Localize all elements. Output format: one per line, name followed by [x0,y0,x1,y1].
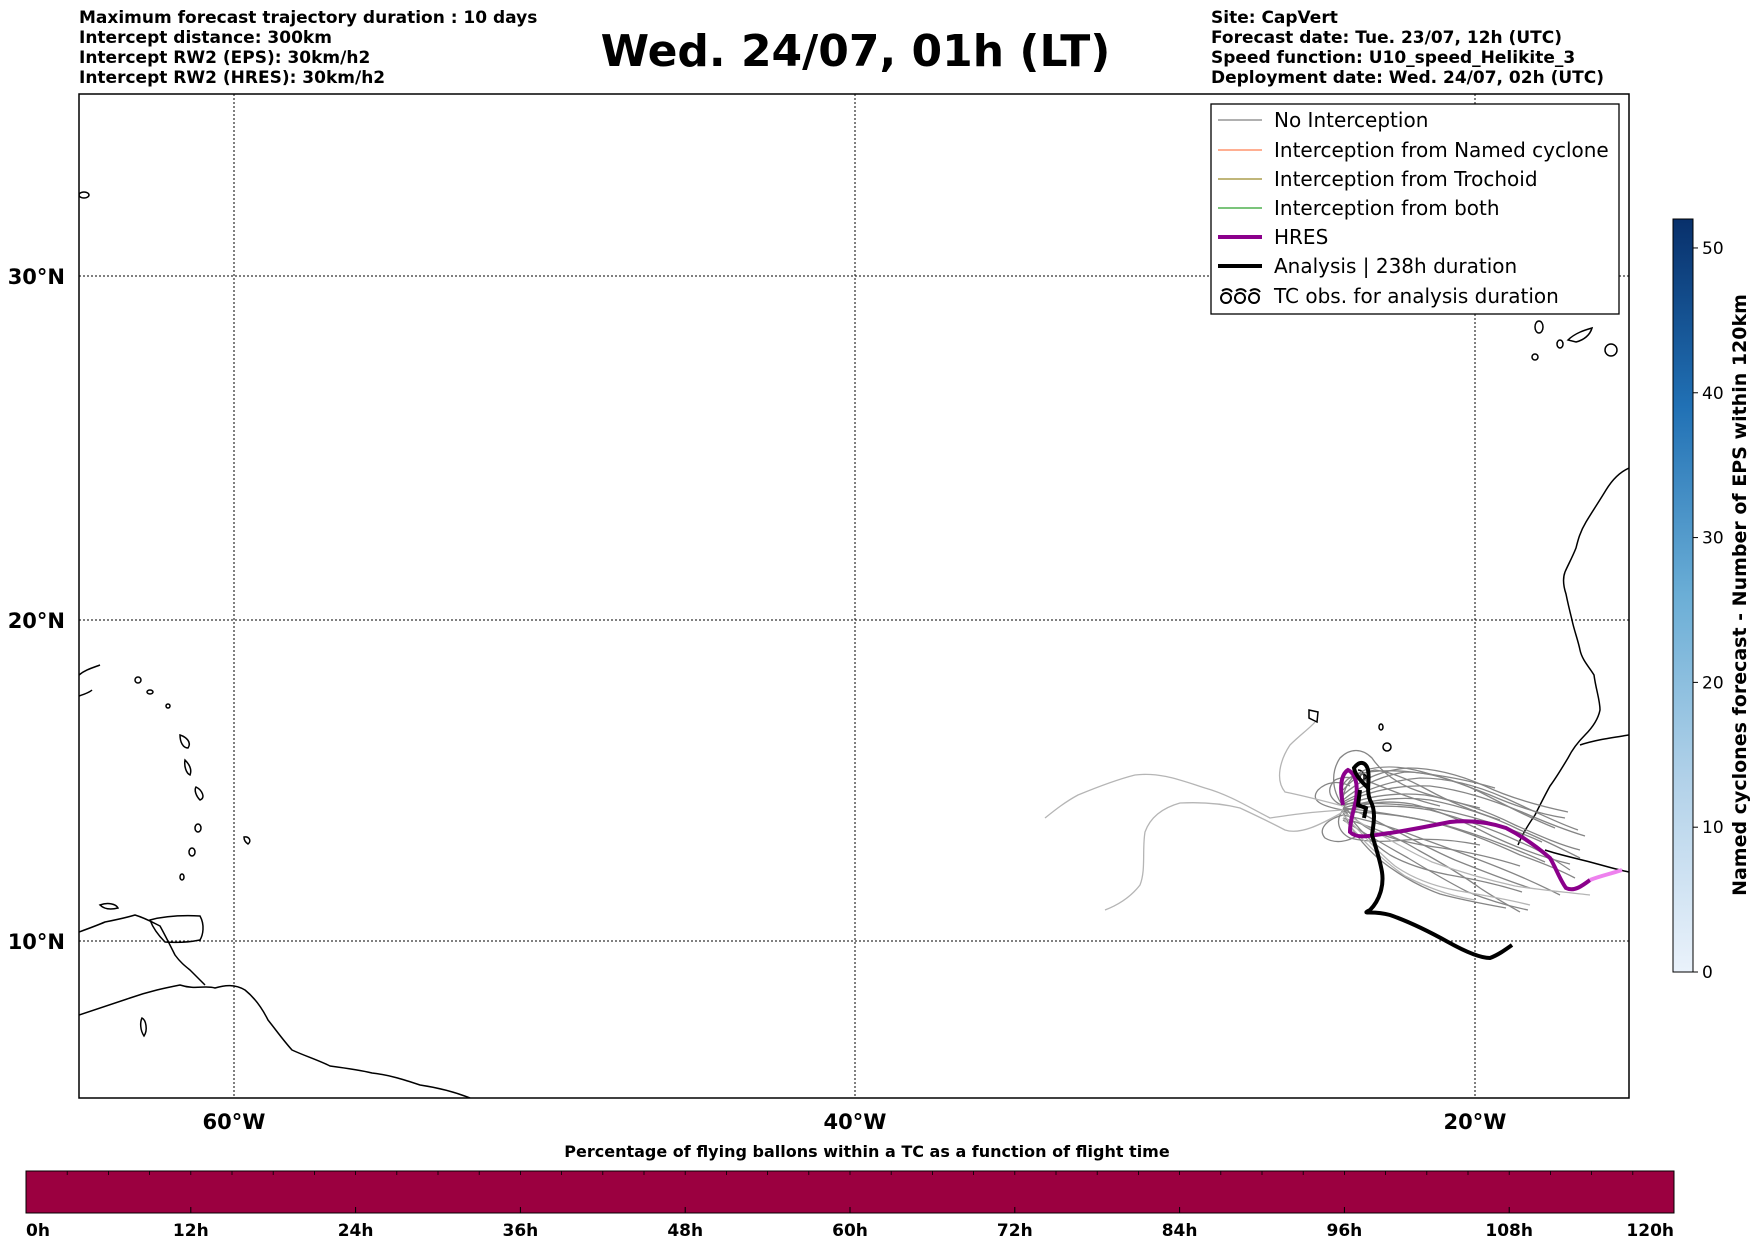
legend-label: Interception from Named cyclone [1274,138,1609,162]
legend-item-tc-obs: TC obs. for analysis duration [1220,284,1559,308]
colorbar-right-tick-label: 20 [1702,673,1724,693]
island-antilles-6 [179,873,185,881]
coastlines [79,467,1629,1098]
coast-pr-south [79,689,93,697]
coast-south-america [79,984,471,1098]
colorbar-right-gradient [1672,218,1694,973]
island-barbados [243,836,251,845]
colorbar-bottom-tick-label: 0h [26,1221,50,1241]
island-antilles-3 [194,786,204,801]
colorbar-bottom-ticks: 0h 12h 24h 36h 48h 60h 72h 84h 96h 108h 120h [25,1171,1675,1241]
info-max-duration: Maximum forecast trajectory duration : 1… [79,8,538,28]
island-cape-verde-1 [1308,709,1319,724]
colorbar-right-tick-label: 50 [1702,239,1724,259]
colorbar-right-label: Named cyclones forecast - Number of EPS … [1729,294,1751,896]
info-forecast-date: Forecast date: Tue. 23/07, 12h (UTC) [1211,28,1562,48]
legend-item-analysis: Analysis | 238h duration [1218,254,1517,278]
colorbar-right-tick-label: 10 [1702,818,1724,838]
colorbar-bottom-title: Percentage of flying ballons within a TC… [564,1142,1170,1161]
lat-label-20n: 20°N [8,609,65,633]
island-antilles-2 [184,758,192,777]
info-intercept-distance: Intercept distance: 300km [79,28,332,48]
analysis-trajectory [1351,761,1514,961]
colorbar-bottom-fill [26,1171,1674,1213]
colorbar-right: 0 10 20 30 40 50 Named cyclones forecast - Nu… [1672,218,1751,983]
lat-label-10n: 10°N [8,930,65,954]
island-antilles-5 [188,847,196,857]
colorbar-bottom-tick-label: 96h [1327,1221,1363,1241]
colorbar-right-ticks: 0 10 20 30 40 50 [1693,239,1724,983]
legend-label: Interception from Trochoid [1274,167,1538,191]
legend-label: HRES [1274,225,1328,249]
island-anguilla [146,689,154,695]
header-info-right: Site: CapVert Forecast date: Tue. 23/07,… [1211,8,1604,88]
legend-box [1210,103,1620,315]
legend-item-trochoid: Interception from Trochoid [1218,167,1538,191]
colorbar-bottom-tick-label: 24h [338,1221,374,1241]
island-virgin [134,676,142,684]
island-cape-verde-2 [1378,723,1384,731]
coast-west-africa [1517,467,1629,846]
colorbar-right-tick-label: 30 [1702,529,1724,549]
hres-tail [1589,868,1623,882]
island-antigua [165,703,171,709]
island-canary-2 [1556,339,1564,349]
island-madeira [1604,343,1618,357]
colorbar-bottom-tick-label: 12h [173,1221,209,1241]
island-canary-4 [1531,353,1539,361]
coast-trinidad-region [149,914,204,944]
lon-label-60w: 60°W [203,1110,266,1134]
lon-label-40w: 40°W [824,1110,887,1134]
island-cape-verde-3 [1382,742,1392,752]
colorbar-bottom-tick-label: 48h [667,1221,703,1241]
info-intercept-hres: Intercept RW2 (HRES): 30km/h2 [79,68,386,88]
island-canary-1 [1534,320,1544,334]
island-bermuda [79,191,90,199]
colorbar-bottom-tick-label: 72h [997,1221,1033,1241]
map-frame [78,93,1630,1099]
header-info-left: Maximum forecast trajectory duration : 1… [79,8,537,88]
legend-label: TC obs. for analysis duration [1273,284,1559,308]
island-antilles-4 [194,823,202,833]
info-site: Site: CapVert [1211,8,1338,28]
colorbar-bottom: Percentage of flying ballons within a TC… [25,1142,1675,1241]
colorbar-bottom-tick-label: 60h [832,1221,868,1241]
colorbar-bottom-tick-label: 108h [1485,1221,1533,1241]
coast-puerto-rico [79,664,101,676]
legend-label: Interception from both [1274,196,1500,220]
islands [79,191,1618,1038]
legend-item-both: Interception from both [1218,196,1500,220]
colorbar-bottom-tick-label: 120h [1626,1221,1674,1241]
coast-gambia [1579,734,1629,746]
island-canary-3 [1566,326,1594,343]
tc-symbol-icon [1220,288,1261,304]
outlier-trajectories [1044,721,1591,911]
colorbar-right-tick-label: 40 [1702,384,1724,404]
island-curacao [98,902,120,910]
colorbar-bottom-tick-label: 84h [1162,1221,1198,1241]
lon-label-20w: 20°W [1444,1110,1507,1134]
legend-label: Analysis | 238h duration [1274,254,1517,278]
ensemble-trajectories [1314,749,1586,913]
info-speed-function: Speed function: U10_speed_Helikite_3 [1211,48,1576,68]
coast-venezuela-north [79,914,206,986]
legend-item-named-cyclone: Interception from Named cyclone [1218,138,1609,162]
hres-trajectory [1339,767,1623,892]
graticule [79,94,1629,1098]
legend: No Interception Interception from Named … [1210,103,1620,315]
info-intercept-eps: Intercept RW2 (EPS): 30km/h2 [79,48,371,68]
hres-line [1339,767,1592,892]
colorbar-right-tick-label: 0 [1702,963,1713,983]
legend-item-no-interception: No Interception [1218,108,1428,132]
island-antilles-1 [179,733,191,749]
info-deployment-date: Deployment date: Wed. 24/07, 02h (UTC) [1211,68,1605,88]
lat-label-30n: 30°N [8,265,65,289]
map-title: Wed. 24/07, 01h (LT) [600,26,1111,77]
legend-label: No Interception [1274,108,1428,132]
legend-item-hres: HRES [1218,225,1328,249]
colorbar-bottom-tick-label: 36h [503,1221,539,1241]
island-trinidad [139,1016,147,1038]
